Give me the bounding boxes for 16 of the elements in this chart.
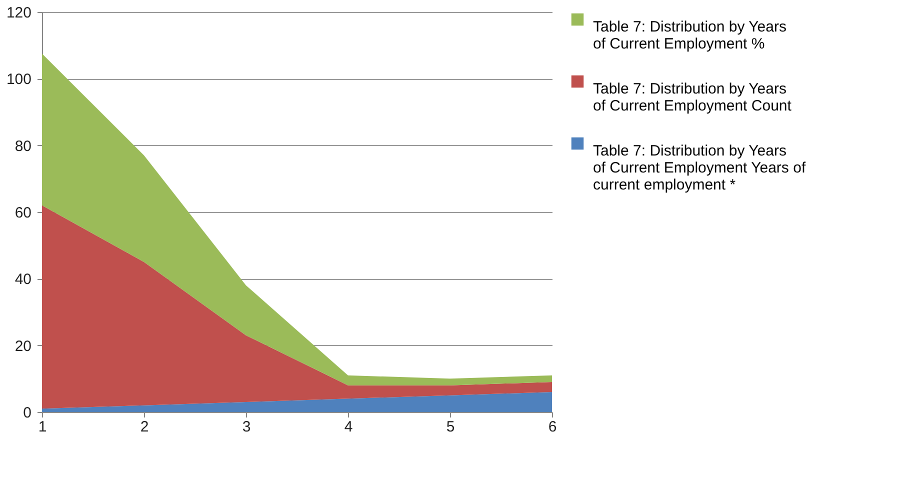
y-tick-label: 60 — [14, 204, 32, 222]
y-tick-label: 80 — [14, 138, 32, 155]
y-tick-label: 120 — [6, 4, 32, 22]
legend-label: Table 7: Distribution by Years of Current Employment Count — [593, 80, 792, 114]
x-tick-label: 3 — [242, 418, 251, 436]
x-tick-label: 4 — [344, 418, 353, 436]
y-tick-label: 20 — [14, 338, 32, 355]
x-tick-label: 6 — [548, 418, 557, 436]
y-tick-label: 0 — [23, 404, 32, 422]
x-tick-label: 1 — [38, 418, 47, 436]
x-tick-label: 2 — [140, 418, 149, 436]
y-tick-label: 40 — [14, 271, 32, 288]
legend-label: Table 7: Distribution by Years of Current Employment Years of current employment * — [593, 142, 806, 194]
x-tick-label: 5 — [446, 418, 455, 436]
legend-label: Table 7: Distribution by Years of Current Employment % — [593, 18, 786, 52]
y-tick-label: 100 — [6, 71, 32, 88]
